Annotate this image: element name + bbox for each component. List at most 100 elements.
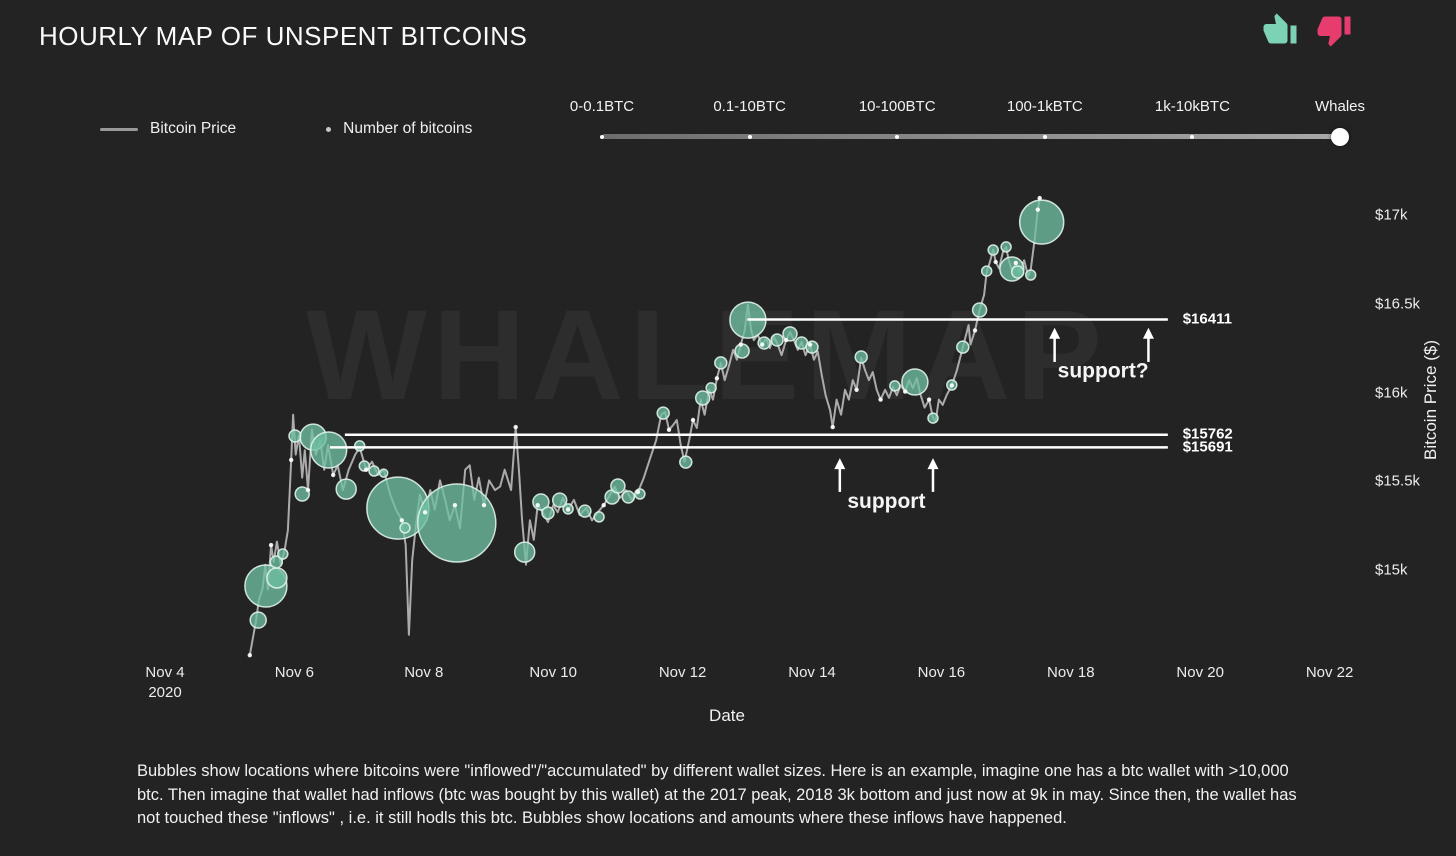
- price-point-dot: [452, 503, 458, 508]
- y-axis-title: Bitcoin Price ($): [1421, 340, 1440, 460]
- slider-stop-dot: [895, 135, 900, 139]
- legend-label-price: Bitcoin Price: [150, 120, 237, 137]
- x-tick-nov-22: Nov 22: [1305, 664, 1354, 681]
- slider-label-whales: Whales: [1314, 98, 1366, 115]
- inflow-bubble[interactable]: [513, 541, 536, 563]
- annotation-arrow-head: [1142, 327, 1154, 339]
- x-tick-nov-16: Nov 16: [917, 664, 966, 681]
- price-point-dot: [364, 467, 369, 472]
- price-point-dot: [993, 259, 998, 265]
- price-point-dot: [305, 487, 311, 493]
- watermark: WHALEMAP: [306, 284, 1108, 427]
- y-tick-15.5k: $15.5k: [1375, 472, 1421, 490]
- slider-handle[interactable]: [1331, 128, 1349, 146]
- inflow-bubble[interactable]: [578, 504, 592, 518]
- thumbs-up-button[interactable]: [1260, 10, 1300, 53]
- x-tick-nov-20: Nov 20: [1176, 664, 1224, 681]
- x-tick-nov-18: Nov 18: [1047, 664, 1095, 681]
- inflow-bubble[interactable]: [980, 265, 993, 277]
- inflow-bubble[interactable]: [309, 431, 348, 469]
- inflow-bubble[interactable]: [299, 423, 327, 451]
- price-point-dot: [247, 653, 252, 658]
- price-point-dot: [1037, 195, 1042, 201]
- slider-label-0.1-10btc: 0.1-10BTC: [713, 98, 786, 115]
- price-point-dot: [666, 427, 672, 432]
- inflow-bubble[interactable]: [604, 489, 620, 505]
- inflow-bubble[interactable]: [266, 567, 288, 589]
- y-tick-15k: $15k: [1375, 561, 1408, 579]
- slider-stop-dot: [747, 135, 752, 139]
- x-axis-title: Date: [709, 706, 745, 725]
- price-point-dot: [481, 503, 487, 508]
- x-tick-nov-14: Nov 14: [788, 664, 836, 681]
- annotation-text-support: support: [847, 490, 925, 513]
- price-point-dot: [268, 542, 274, 548]
- price-point-dot: [601, 503, 606, 508]
- inflow-bubble[interactable]: [366, 476, 430, 540]
- inflow-bubble[interactable]: [399, 522, 411, 534]
- inflow-bubble[interactable]: [244, 564, 288, 608]
- chart-description-note: Bubbles show locations where bitcoins we…: [137, 762, 1297, 827]
- inflow-bubble[interactable]: [987, 244, 999, 256]
- slider-label-0-0.1btc: 0-0.1BTC: [569, 98, 635, 115]
- slider-label-10-100btc: 10-100BTC: [858, 98, 936, 115]
- inflow-bubble[interactable]: [679, 455, 693, 469]
- support-line-label-15691: $15691: [1183, 438, 1233, 455]
- inflow-bubble[interactable]: [1010, 265, 1025, 279]
- inflow-bubble[interactable]: [1000, 241, 1012, 253]
- slider-stop-dot: [1042, 135, 1047, 139]
- legend-label-bubbles: Number of bitcoins: [343, 120, 473, 137]
- feedback-buttons: [1260, 10, 1354, 53]
- wallet-size-slider-track[interactable]: [602, 134, 1340, 139]
- price-point-dot: [1035, 207, 1041, 212]
- inflow-bubble[interactable]: [353, 440, 366, 452]
- inflow-bubble[interactable]: [335, 478, 357, 500]
- inflow-bubble[interactable]: [593, 511, 605, 523]
- inflow-bubble[interactable]: [368, 465, 380, 477]
- annotation-arrow-head: [834, 458, 846, 470]
- price-point-dot: [565, 507, 571, 512]
- inflow-bubble[interactable]: [294, 486, 310, 502]
- inflow-bubble[interactable]: [358, 460, 371, 472]
- inflow-bubble[interactable]: [277, 548, 289, 560]
- x-tick-nov-6: Nov 6: [274, 664, 314, 681]
- slider-stop-dot: [1190, 135, 1195, 139]
- x-tick-nov-10: Nov 10: [529, 664, 577, 681]
- x-tick-nov-4: Nov 4 2020: [145, 664, 185, 701]
- x-tick-nov-12: Nov 12: [658, 664, 707, 681]
- inflow-bubble[interactable]: [532, 493, 550, 511]
- inflow-bubble[interactable]: [1018, 199, 1065, 245]
- inflow-bubble[interactable]: [999, 256, 1025, 282]
- chart-legend: Bitcoin Price Number of bitcoins: [100, 120, 472, 138]
- page-title: HOURLY MAP OF UNSPENT BITCOINS: [39, 21, 528, 51]
- inflow-bubble[interactable]: [541, 506, 555, 520]
- inflow-bubble[interactable]: [269, 555, 284, 569]
- support-line-label-16411: $16411: [1183, 311, 1232, 328]
- inflow-bubble[interactable]: [621, 490, 636, 504]
- inflow-bubble[interactable]: [610, 478, 626, 494]
- inflow-bubble[interactable]: [562, 503, 574, 515]
- x-tick-nov-8: Nov 8: [404, 664, 444, 681]
- inflow-bubble[interactable]: [288, 429, 302, 443]
- thumbs-down-button[interactable]: [1314, 10, 1354, 53]
- price-point-dot: [331, 472, 336, 478]
- inflow-bubble[interactable]: [417, 483, 497, 563]
- inflow-bubble[interactable]: [249, 611, 267, 629]
- y-tick-16k: $16k: [1375, 384, 1408, 401]
- price-point-dot: [535, 503, 540, 508]
- thumbs-down-icon: [1317, 16, 1351, 47]
- thumbs-up-icon: [1263, 13, 1297, 44]
- slider-label-1k-10kbtc: 1k-10kBTC: [1154, 98, 1230, 115]
- inflow-bubble[interactable]: [378, 468, 389, 478]
- legend-dot-swatch: [326, 126, 332, 132]
- price-point-dot: [399, 518, 404, 523]
- inflow-bubble[interactable]: [551, 492, 568, 508]
- annotation-arrow-head: [927, 458, 939, 470]
- inflow-bubble[interactable]: [634, 488, 646, 500]
- slider-stop-dot: [600, 135, 604, 139]
- price-point-dot: [422, 510, 428, 515]
- legend-line-swatch: [100, 127, 138, 131]
- inflow-bubble[interactable]: [1024, 269, 1037, 281]
- price-point-dot: [635, 489, 641, 495]
